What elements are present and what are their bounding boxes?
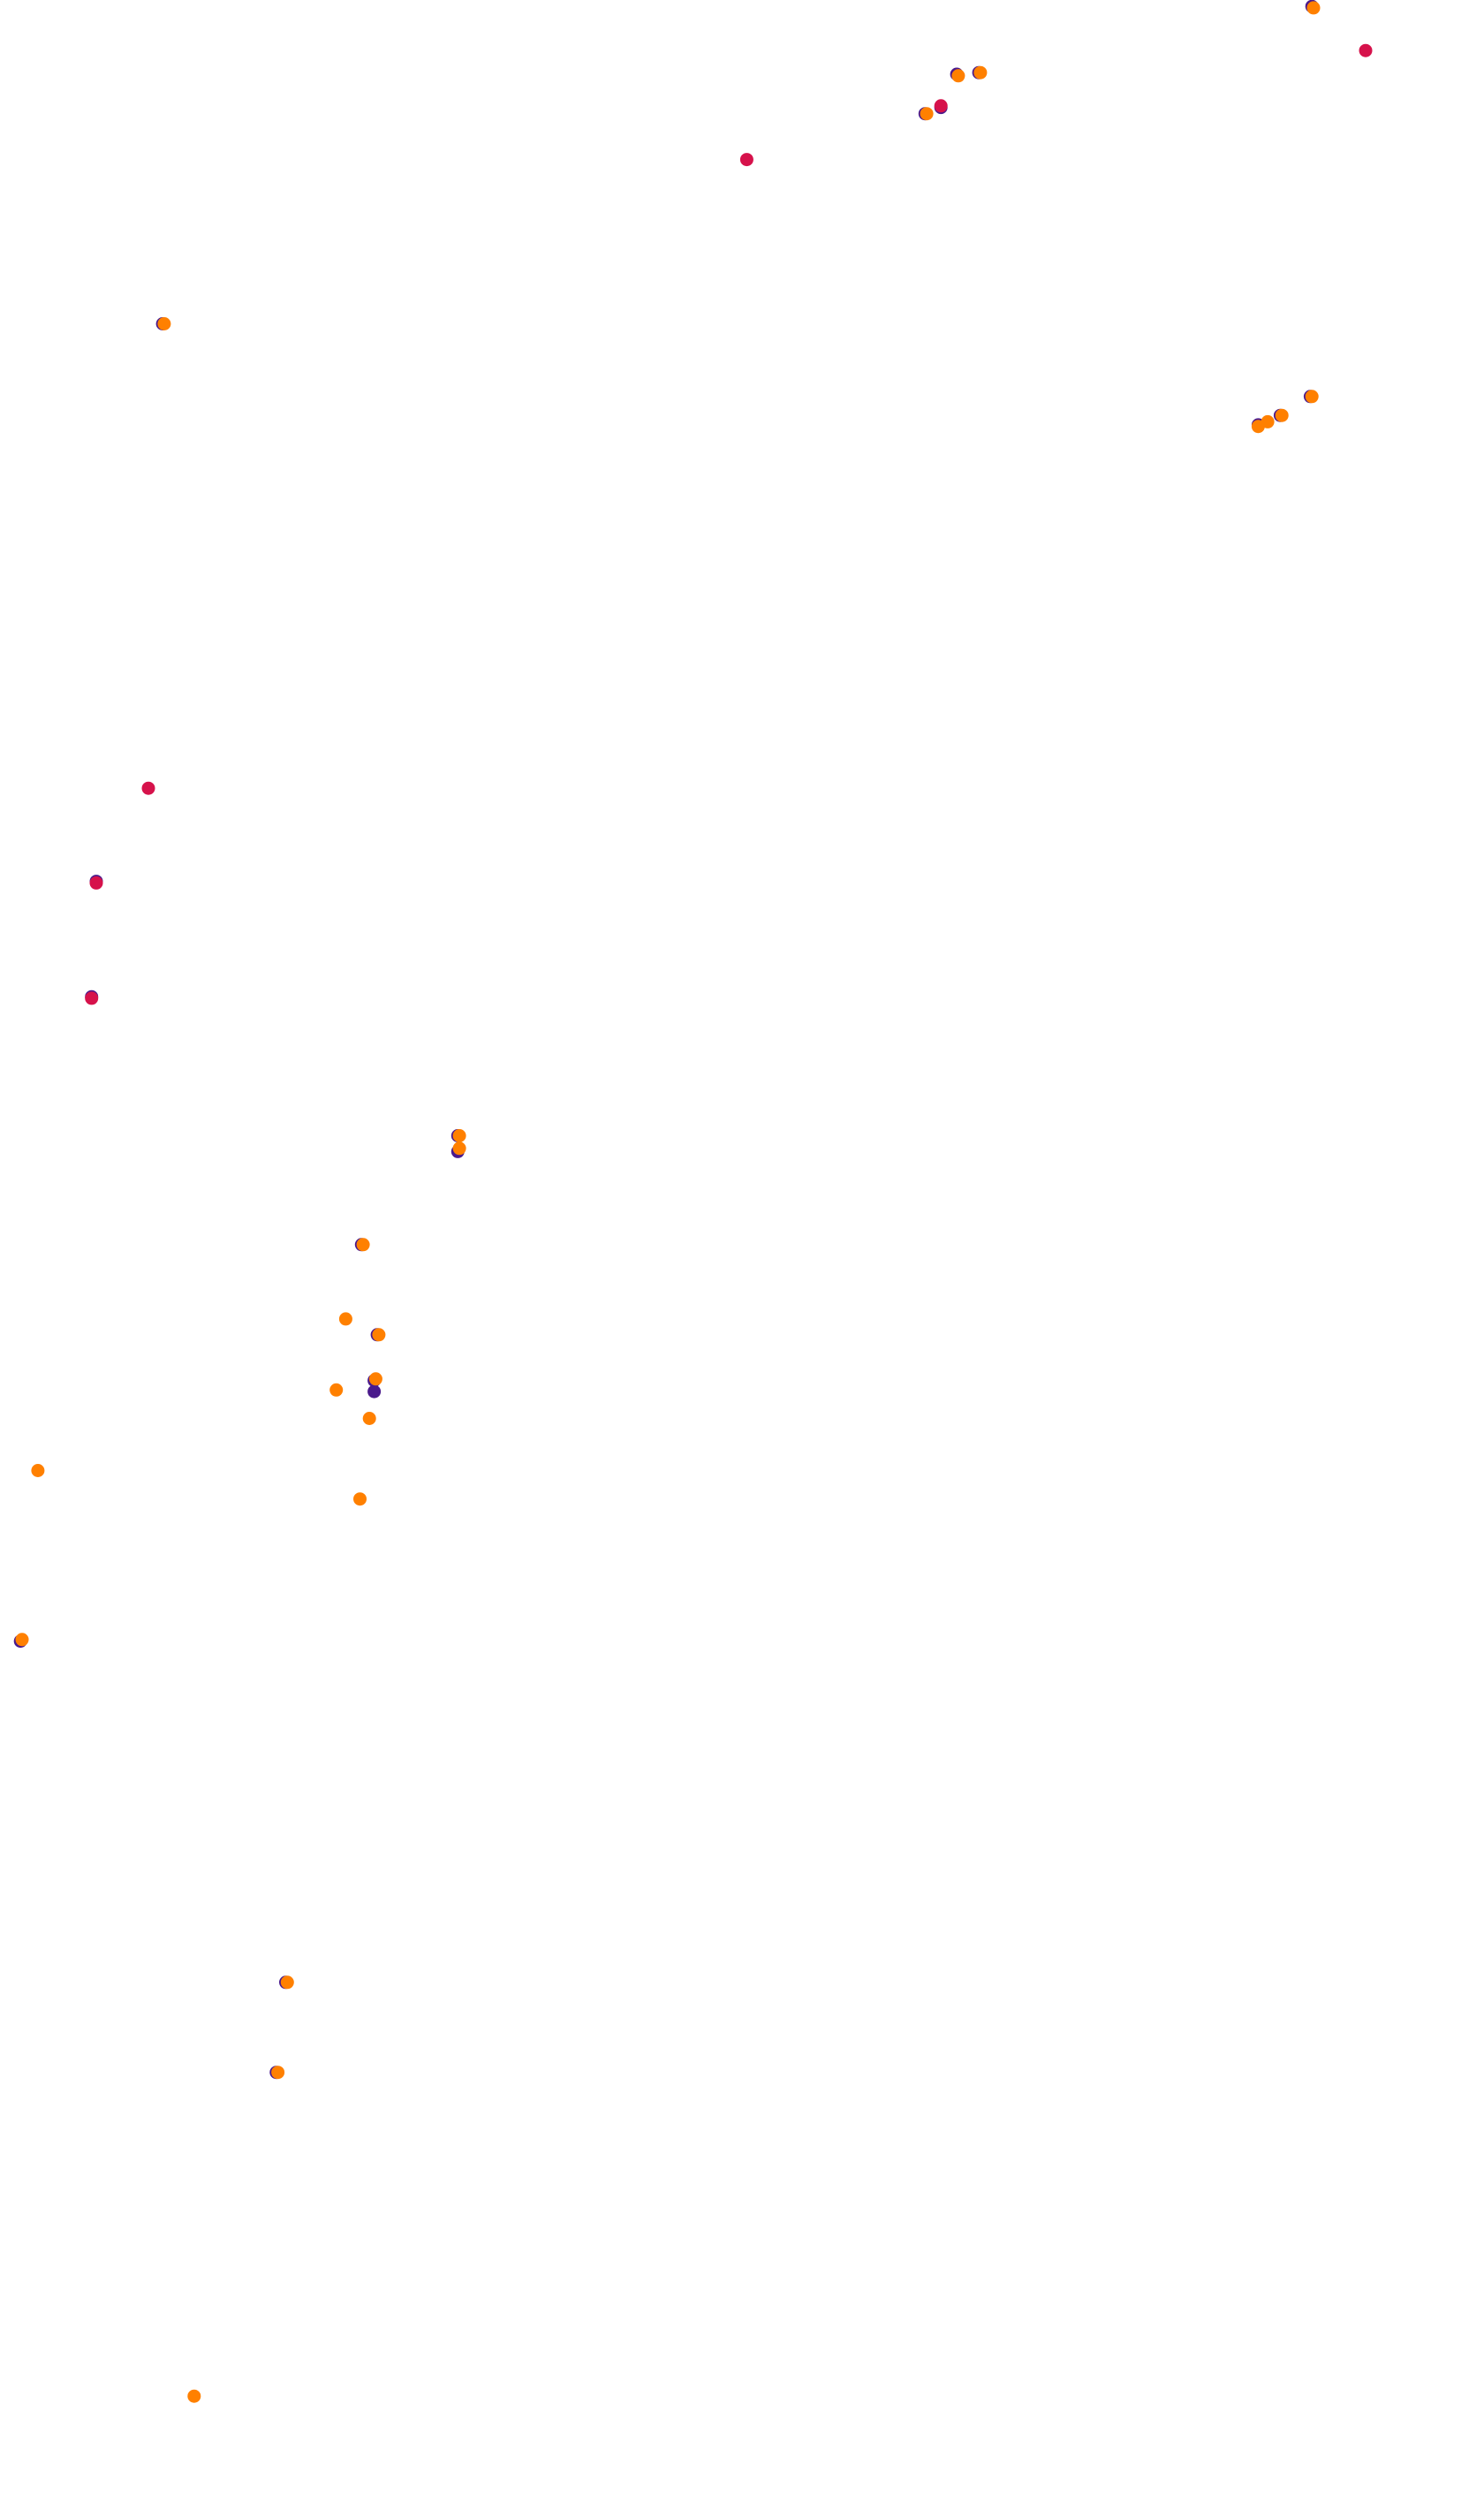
data-point-s3-3 — [973, 65, 988, 80]
data-point-s3-11 — [452, 1141, 466, 1156]
data-point-s3-1 — [1306, 1, 1321, 15]
data-point-s3-13 — [338, 1312, 352, 1326]
data-point-s2-5 — [89, 876, 103, 890]
data-point-s3-6 — [1305, 390, 1319, 404]
data-point-s3-22 — [271, 2066, 285, 2080]
data-point-s2-2 — [739, 153, 753, 167]
series-3 — [15, 1, 1321, 2403]
data-point-s3-2 — [951, 69, 965, 83]
data-point-s3-4 — [920, 107, 934, 121]
data-point-s3-7 — [1275, 408, 1289, 422]
data-point-s3-20 — [15, 1633, 29, 1647]
data-point-s2-1 — [1359, 43, 1373, 57]
data-point-s3-15 — [329, 1383, 344, 1397]
data-point-s2-6 — [85, 991, 99, 1005]
data-point-s3-17 — [362, 1412, 376, 1425]
data-point-s3-16 — [368, 1372, 382, 1386]
data-point-s2-4 — [141, 781, 155, 795]
data-point-s3-9 — [1251, 420, 1265, 434]
series-2 — [85, 43, 1373, 1005]
data-point-s3-14 — [372, 1328, 386, 1342]
series-1 — [13, 0, 1319, 2080]
data-point-s2-3 — [934, 99, 948, 113]
data-point-s3-23 — [187, 2389, 201, 2403]
data-point-s1-17 — [367, 1384, 382, 1399]
data-point-s3-12 — [356, 1238, 370, 1252]
data-point-s3-18 — [31, 1464, 45, 1477]
data-point-s3-5 — [157, 317, 171, 330]
data-point-s3-10 — [452, 1129, 466, 1142]
data-point-s3-21 — [280, 1975, 294, 1990]
data-point-s3-19 — [353, 1492, 367, 1506]
